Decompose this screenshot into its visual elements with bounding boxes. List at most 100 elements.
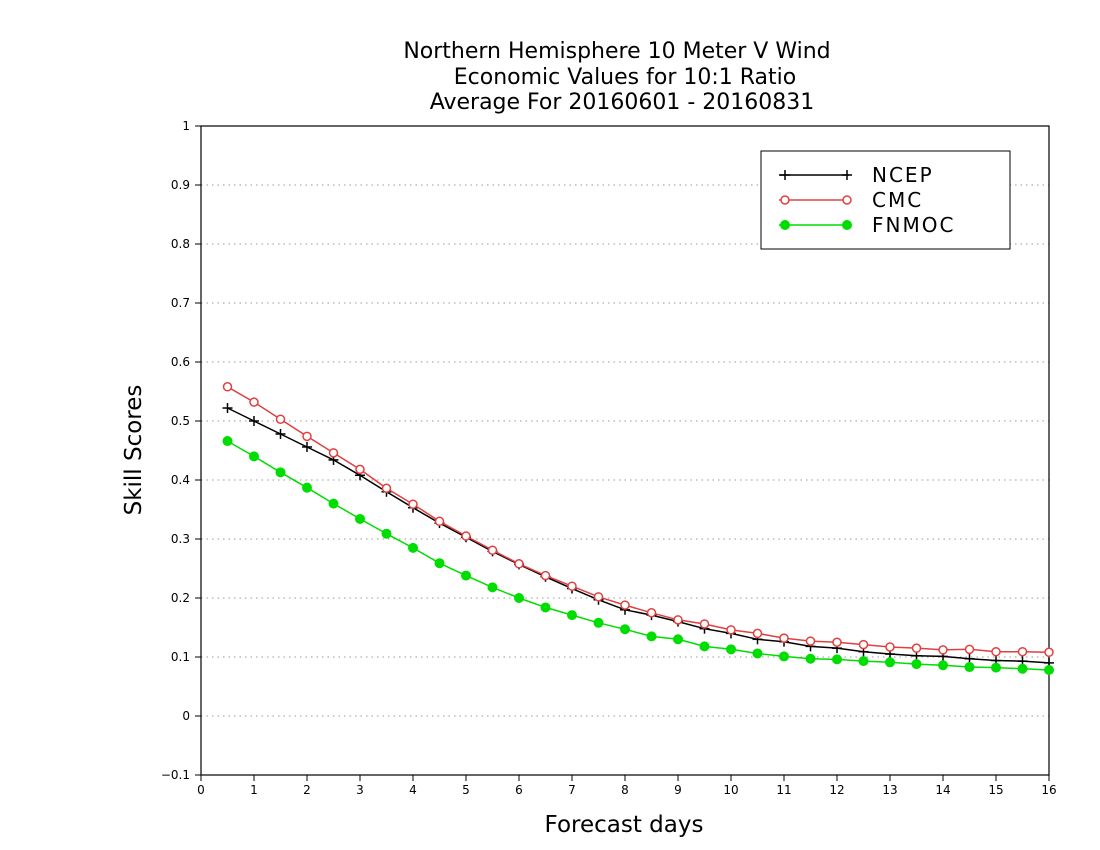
- series-line: [227, 407, 1050, 664]
- legend-label: NCEP: [872, 163, 934, 187]
- data-point: [858, 656, 869, 667]
- x-axis-ticks: 0 1 2 3 4 5 6 7 8 9 10 11 12 13 14 15 16: [197, 775, 1057, 797]
- data-point: [620, 600, 630, 610]
- x-tick-label: 3: [356, 783, 364, 797]
- data-point: [487, 545, 498, 555]
- series-lines: [222, 382, 1054, 675]
- data-point: [302, 431, 312, 442]
- data-point: [328, 498, 339, 509]
- series-fnmoc: [222, 436, 1054, 675]
- x-tick-label: 10: [723, 783, 738, 797]
- data-point: [1017, 663, 1028, 674]
- data-point: [842, 220, 852, 230]
- data-point: [1044, 647, 1054, 658]
- data-point: [567, 610, 577, 621]
- data-point: [1044, 664, 1054, 675]
- data-point: [249, 397, 259, 407]
- x-tick-label: 12: [829, 783, 844, 797]
- y-tick-label: 0.2: [171, 591, 190, 605]
- data-point: [832, 654, 842, 665]
- data-point: [249, 451, 259, 462]
- data-point: [991, 646, 1001, 657]
- data-point: [911, 643, 922, 653]
- data-point: [328, 448, 339, 458]
- x-tick-label: 2: [303, 783, 311, 797]
- data-point: [275, 428, 286, 439]
- data-point: [461, 570, 471, 581]
- y-tick-label: 0: [182, 709, 190, 723]
- data-point: [434, 516, 445, 527]
- y-axis-label: Skill Scores: [121, 385, 147, 516]
- data-point: [355, 464, 365, 475]
- data-point: [487, 582, 498, 593]
- series-cmc: [222, 382, 1054, 658]
- data-point: [964, 662, 975, 673]
- data-point: [805, 636, 816, 646]
- data-point: [222, 436, 233, 447]
- data-point: [381, 528, 392, 539]
- x-tick-label: 9: [674, 783, 682, 797]
- data-point: [779, 633, 789, 643]
- data-point: [275, 414, 286, 424]
- data-point: [805, 653, 816, 664]
- data-point: [461, 531, 471, 541]
- x-tick-label: 15: [988, 783, 1003, 797]
- y-tick-label: 0.1: [171, 650, 190, 664]
- x-tick-label: 6: [515, 783, 523, 797]
- data-point: [593, 617, 604, 628]
- data-point: [275, 467, 286, 478]
- data-point: [938, 645, 948, 655]
- data-point: [593, 592, 604, 602]
- data-point: [780, 220, 790, 230]
- data-point: [938, 660, 948, 671]
- y-tick-label: 0.5: [171, 414, 190, 428]
- data-point: [567, 581, 577, 591]
- data-point: [842, 195, 852, 205]
- data-point: [222, 382, 233, 392]
- data-point: [752, 628, 763, 639]
- y-tick-label: 0.9: [171, 178, 190, 192]
- data-point: [726, 644, 736, 655]
- data-point: [408, 499, 418, 509]
- data-point: [222, 403, 233, 414]
- x-tick-label: 7: [568, 783, 576, 797]
- y-tick-label: −0.1: [161, 768, 190, 782]
- grid-lines: [201, 184, 1049, 717]
- title-line-3: Average For 20160601 - 20160831: [430, 90, 815, 115]
- data-point: [885, 657, 895, 668]
- legend-item-cmc: CMC: [779, 188, 923, 212]
- y-axis-ticks: −0.1 0 0.1 0.2 0.3 0.4 0.5 0.6 0.7 0.8 0.9 1: [161, 119, 201, 782]
- data-point: [699, 641, 710, 652]
- data-point: [355, 513, 365, 524]
- data-point: [1017, 646, 1028, 657]
- y-tick-label: 0.4: [171, 473, 190, 487]
- x-axis-label: Forecast days: [545, 812, 704, 838]
- data-point: [646, 608, 657, 618]
- data-point: [514, 593, 524, 603]
- legend-label: CMC: [872, 188, 923, 212]
- y-tick-label: 1: [182, 119, 190, 133]
- data-point: [699, 619, 710, 629]
- data-point: [858, 639, 869, 650]
- legend-label: FNMOC: [872, 213, 955, 237]
- x-tick-label: 11: [776, 783, 791, 797]
- y-tick-label: 0.3: [171, 532, 190, 546]
- chart-title: Northern Hemisphere 10 Meter V Wind Econ…: [403, 39, 830, 115]
- title-line-1: Northern Hemisphere 10 Meter V Wind: [403, 39, 830, 64]
- data-point: [964, 644, 975, 655]
- data-point: [885, 642, 895, 652]
- x-tick-label: 16: [1041, 783, 1056, 797]
- y-tick-label: 0.6: [171, 355, 190, 369]
- data-point: [673, 615, 683, 625]
- data-point: [249, 416, 259, 426]
- data-point: [779, 651, 789, 662]
- data-point: [620, 624, 630, 635]
- data-point: [842, 170, 852, 180]
- data-point: [991, 662, 1001, 673]
- data-point: [832, 637, 842, 647]
- data-point: [540, 570, 551, 581]
- x-tick-label: 4: [409, 783, 417, 797]
- x-tick-label: 13: [882, 783, 897, 797]
